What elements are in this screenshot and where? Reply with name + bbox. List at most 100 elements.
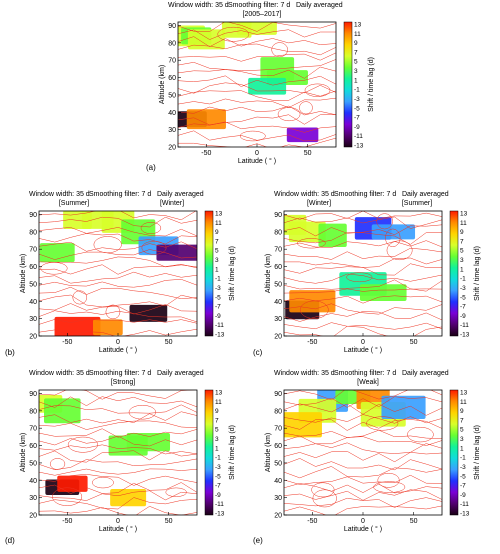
colorbar-tick-label: -1 — [215, 276, 221, 283]
contour-line — [284, 466, 442, 479]
contour-line — [39, 328, 197, 336]
panel-header-item: Window width: 35 d — [274, 191, 335, 198]
contour-line — [39, 468, 197, 476]
contour-line — [284, 303, 442, 315]
y-tick-label: 50 — [29, 460, 37, 467]
heat-cell — [57, 475, 88, 492]
y-tick-label: 70 — [274, 426, 282, 433]
contour-line — [178, 22, 336, 32]
contour-line — [284, 288, 442, 294]
y-tick-label: 30 — [274, 316, 282, 323]
contour-loop — [311, 482, 335, 498]
contour-loop — [386, 240, 413, 261]
colorbar-label: Shift / time lag (d) — [229, 246, 236, 301]
y-axis-label: Altitude (km) — [20, 433, 27, 472]
panel-header-item: Daily averaged — [296, 2, 343, 9]
colorbar-tick-label: 1 — [460, 266, 464, 273]
heat-cell — [284, 412, 322, 438]
contour-line — [39, 444, 197, 455]
contour-line — [178, 29, 336, 40]
contour-line — [39, 271, 197, 284]
x-tick-label: 50 — [165, 518, 173, 525]
y-tick-label: 60 — [29, 443, 37, 450]
contour-loop — [128, 405, 157, 420]
colorbar-tick-label: 1 — [215, 266, 219, 273]
contour-line — [39, 458, 197, 470]
y-tick-label: 40 — [274, 478, 282, 485]
panel-b: Window width: 35 d Smoothing filter: 7 d D… — [5, 191, 236, 357]
panel-header-item: Daily averaged — [402, 191, 449, 198]
panel-subtitle-right: [Summer] — [402, 200, 432, 207]
colorbar-tick-label: 5 — [460, 248, 464, 255]
colorbar-tick-label: 9 — [460, 229, 464, 236]
panel-label: (b) — [5, 348, 15, 357]
y-tick-label: 90 — [29, 391, 37, 398]
colorbar-tick-label: 1 — [460, 445, 464, 452]
contour-line — [284, 489, 442, 501]
contour-loop — [52, 487, 83, 506]
contour-line — [284, 240, 442, 248]
y-tick-label: 80 — [274, 408, 282, 415]
y-tick-label: 70 — [29, 247, 37, 254]
contour-loop — [72, 290, 88, 305]
heat-cell — [359, 284, 407, 301]
contour-line — [284, 211, 442, 220]
colorbar-tick-label: -5 — [215, 473, 221, 480]
y-tick-label: 90 — [274, 391, 282, 398]
contour-line — [39, 279, 197, 288]
y-tick-label: 60 — [29, 264, 37, 271]
colorbar-tick-label: 7 — [354, 49, 358, 56]
panel-header-item: Window width: 35 d — [29, 370, 90, 377]
colorbar-tick-label: -1 — [215, 455, 221, 462]
contour-loop — [299, 101, 313, 115]
colorbar-tick-label: 11 — [354, 31, 361, 38]
plot-area — [39, 390, 197, 515]
contour-line — [39, 211, 197, 221]
colorbar-tick-label: 5 — [215, 427, 219, 434]
y-tick-label: 40 — [29, 478, 37, 485]
colorbar-tick-label: 1 — [215, 445, 219, 452]
colorbar-label: Shift / time lag (d) — [229, 425, 236, 480]
colorbar-label: Shift / time lag (d) — [474, 425, 481, 480]
contour-loop — [346, 272, 373, 283]
colorbar-tick-label: 7 — [460, 417, 464, 424]
contour-line — [39, 233, 197, 245]
contour-line — [178, 137, 336, 147]
panel-subtitle: [Strong] — [111, 379, 136, 386]
colorbar-tick-label: -3 — [460, 285, 466, 292]
contour-line — [284, 396, 442, 408]
colorbar-tick-label: -13 — [215, 332, 225, 339]
colorbar-tick-label: 9 — [215, 408, 219, 415]
contour-line — [284, 263, 442, 276]
colorbar-tick-label: 3 — [354, 68, 358, 75]
contour-line — [39, 294, 197, 308]
colorbar-tick-label: -11 — [460, 322, 469, 329]
heat-cell — [186, 109, 226, 130]
panel-header-item: Smoothing filter: 7 d — [334, 191, 396, 198]
contour-line — [178, 52, 336, 62]
colorbar-tick-label: 13 — [354, 22, 362, 29]
contour-loop — [373, 481, 406, 493]
contour-loop — [165, 487, 187, 497]
x-axis-label: Latitude ( ° ) — [344, 346, 382, 354]
heat-cell — [43, 398, 81, 424]
contour-line — [284, 497, 442, 508]
contour-line — [39, 249, 197, 260]
contour-line — [284, 325, 442, 336]
contour-line — [284, 390, 442, 401]
y-tick-label: 30 — [29, 495, 37, 502]
colorbar-tick-label: -3 — [215, 464, 221, 471]
contour-line — [284, 232, 442, 245]
x-tick-label: 0 — [116, 339, 120, 346]
heat-cell — [129, 304, 168, 322]
contour-line — [39, 256, 197, 268]
x-tick-label: 0 — [116, 518, 120, 525]
contour-line — [284, 458, 442, 471]
y-tick-label: 20 — [274, 513, 282, 520]
panel-label: (d) — [5, 536, 15, 545]
x-tick-label: 50 — [165, 339, 173, 346]
contour-line — [284, 414, 442, 424]
contour-loop — [376, 213, 393, 230]
contour-line — [39, 303, 197, 315]
